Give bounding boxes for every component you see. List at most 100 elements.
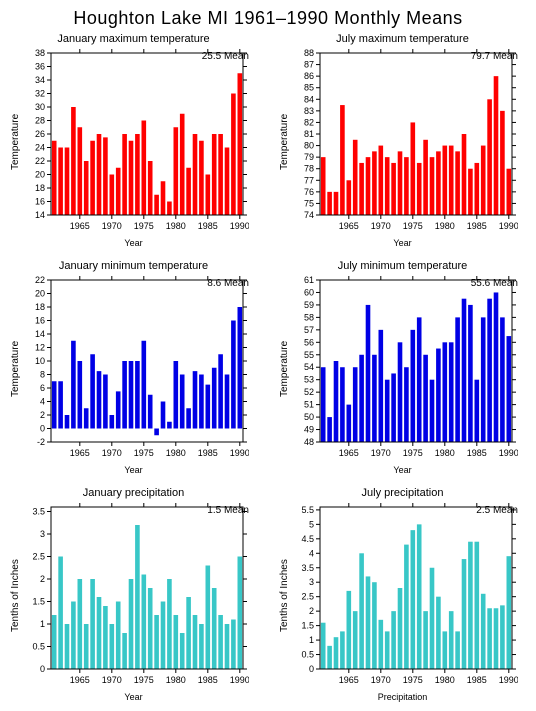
bar <box>58 381 63 428</box>
bar <box>359 163 364 215</box>
bar <box>487 99 492 215</box>
bar <box>379 146 384 215</box>
x-axis-label: Year <box>8 692 259 702</box>
bar <box>193 615 198 669</box>
bar <box>78 361 83 429</box>
bar <box>135 525 140 669</box>
bar <box>391 373 396 442</box>
bar <box>366 157 371 215</box>
svg-text:1970: 1970 <box>371 675 391 685</box>
bar <box>366 305 371 442</box>
bar <box>167 579 172 669</box>
bar <box>423 140 428 215</box>
bar <box>404 545 409 669</box>
x-axis-label: Year <box>277 465 528 475</box>
bar <box>347 180 352 215</box>
svg-text:0.5: 0.5 <box>301 650 314 660</box>
svg-text:4: 4 <box>309 548 314 558</box>
svg-text:0: 0 <box>40 424 45 434</box>
bar <box>366 576 371 669</box>
mean-label: 8.6 Mean <box>207 278 249 289</box>
bar <box>238 73 243 215</box>
chart-svg: 00.511.522.533.5196519701975198019851990 <box>21 501 249 691</box>
bar <box>327 646 332 669</box>
svg-text:10: 10 <box>35 356 45 366</box>
svg-text:3.5: 3.5 <box>301 563 314 573</box>
bar <box>161 602 166 670</box>
svg-text:1965: 1965 <box>339 448 359 458</box>
bar <box>353 140 358 215</box>
bar <box>97 134 102 215</box>
svg-text:2: 2 <box>309 606 314 616</box>
bar <box>193 371 198 428</box>
svg-text:24: 24 <box>35 143 45 153</box>
bar <box>455 317 460 442</box>
svg-text:-2: -2 <box>37 437 45 447</box>
svg-text:1970: 1970 <box>102 221 122 231</box>
bar <box>129 579 134 669</box>
svg-text:80: 80 <box>304 141 314 151</box>
svg-text:1985: 1985 <box>467 675 487 685</box>
bar <box>238 307 243 429</box>
svg-text:48: 48 <box>304 437 314 447</box>
bar <box>404 157 409 215</box>
bar <box>206 566 211 670</box>
svg-text:1980: 1980 <box>166 221 186 231</box>
chart-svg: 4849505152535455565758596061196519701975… <box>290 274 518 464</box>
bar <box>353 367 358 442</box>
svg-text:1975: 1975 <box>134 221 154 231</box>
bar <box>167 202 172 216</box>
svg-text:8: 8 <box>40 370 45 380</box>
bar <box>199 375 204 429</box>
chart-svg: -202468101214161820221965197019751980198… <box>21 274 249 464</box>
bar <box>327 417 332 442</box>
bar <box>340 631 345 669</box>
bar <box>468 169 473 215</box>
bar <box>225 624 230 669</box>
svg-text:55: 55 <box>304 350 314 360</box>
svg-text:87: 87 <box>304 60 314 70</box>
bar <box>231 620 236 670</box>
bar <box>449 611 454 669</box>
bar <box>206 175 211 216</box>
svg-text:1970: 1970 <box>371 221 391 231</box>
bar <box>353 611 358 669</box>
y-axis-label: Temperature <box>8 274 21 464</box>
svg-text:51: 51 <box>304 400 314 410</box>
panel-jul_precip: July precipitation2.5 MeanTenths of Inch… <box>277 487 528 702</box>
bar <box>180 375 185 429</box>
bar <box>347 405 352 442</box>
svg-text:4: 4 <box>40 397 45 407</box>
svg-text:1975: 1975 <box>403 448 423 458</box>
y-axis-label: Tenths of Inches <box>277 501 290 691</box>
bar <box>122 134 127 215</box>
chart-svg: 1416182022242628303234363819651970197519… <box>21 47 249 237</box>
mean-label: 79.7 Mean <box>471 51 518 62</box>
svg-text:2.5: 2.5 <box>301 592 314 602</box>
svg-text:2: 2 <box>40 574 45 584</box>
bar <box>494 292 499 442</box>
bar <box>154 429 159 436</box>
svg-text:57: 57 <box>304 325 314 335</box>
svg-text:14: 14 <box>35 329 45 339</box>
bar <box>417 317 422 442</box>
svg-text:50: 50 <box>304 412 314 422</box>
panel-jul_max: July maximum temperature79.7 MeanTempera… <box>277 33 528 248</box>
bar <box>116 168 121 215</box>
bar <box>84 624 89 669</box>
bar <box>84 161 89 215</box>
svg-text:4.5: 4.5 <box>301 534 314 544</box>
bar <box>142 341 147 429</box>
y-axis-label: Temperature <box>277 47 290 237</box>
bar <box>455 151 460 215</box>
svg-text:0.5: 0.5 <box>32 642 45 652</box>
svg-text:1990: 1990 <box>230 448 249 458</box>
panel-jan_max: January maximum temperature25.5 MeanTemp… <box>8 33 259 248</box>
svg-text:1965: 1965 <box>339 675 359 685</box>
bar <box>116 391 121 428</box>
svg-text:16: 16 <box>35 197 45 207</box>
bar <box>507 169 512 215</box>
bar <box>385 380 390 442</box>
bar <box>455 631 460 669</box>
bar <box>58 148 63 216</box>
